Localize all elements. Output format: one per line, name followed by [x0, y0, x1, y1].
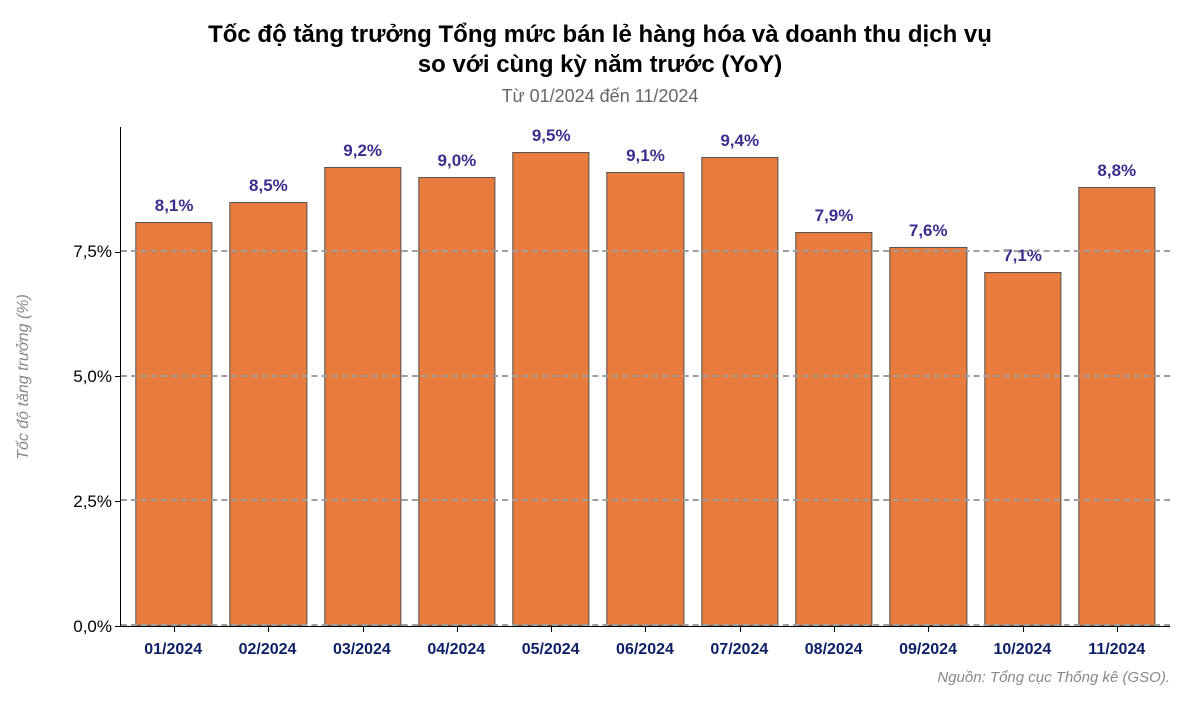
y-tick-label: 7,5% — [73, 242, 112, 262]
title-line-1: Tốc độ tăng trưởng Tổng mức bán lẻ hàng … — [208, 21, 992, 48]
bar-value-label: 8,5% — [249, 176, 288, 196]
x-tick-mark — [363, 626, 364, 632]
bar — [890, 247, 967, 626]
x-tick-mark — [174, 626, 175, 632]
bar-value-label: 7,1% — [1003, 246, 1042, 266]
gridline — [121, 624, 1170, 626]
y-tick-label: 2,5% — [73, 492, 112, 512]
x-tick-label: 03/2024 — [315, 641, 409, 659]
x-tick-label: 01/2024 — [126, 641, 220, 659]
y-tick-label: 0,0% — [73, 617, 112, 637]
x-axis-row: 01/202402/202403/202404/202405/202406/20… — [120, 641, 1170, 659]
x-tick-label: 11/2024 — [1070, 641, 1164, 659]
x-tick-mark — [1117, 626, 1118, 632]
x-tick-label: 05/2024 — [503, 641, 597, 659]
x-tick-label: 04/2024 — [409, 641, 503, 659]
source-note: Nguồn: Tổng cục Thống kê (GSO). — [30, 669, 1170, 686]
bar-slot: 7,6% — [881, 127, 975, 626]
bars-row: 8,1% 8,5% 9,2% 9,0% 9,5% 9,1% 9,4% 7,9% 7,6% 7,1%… — [121, 127, 1170, 626]
x-tick-mark — [268, 626, 269, 632]
x-tick-label: 07/2024 — [692, 641, 786, 659]
gridline — [121, 499, 1170, 501]
bar-slot: 8,5% — [221, 127, 315, 626]
bar-slot: 9,1% — [598, 127, 692, 626]
bar — [795, 232, 872, 626]
x-tick-mark — [645, 626, 646, 632]
bar-value-label: 9,0% — [438, 151, 477, 171]
ylabel-column: Tốc độ tăng trưởng (%) — [30, 127, 64, 627]
bar-value-label: 9,2% — [343, 141, 382, 161]
bar-value-label: 8,1% — [155, 196, 194, 216]
bar-slot: 8,1% — [127, 127, 221, 626]
x-tick-label: 02/2024 — [220, 641, 314, 659]
plot-area: 8,1% 8,5% 9,2% 9,0% 9,5% 9,1% 9,4% 7,9% 7,6% 7,1%… — [120, 127, 1170, 627]
bar-slot: 9,5% — [504, 127, 598, 626]
x-tick-mark — [834, 626, 835, 632]
x-tick-mark — [457, 626, 458, 632]
bar — [701, 157, 778, 626]
y-tick-mark — [115, 501, 121, 502]
bar — [984, 272, 1061, 626]
bar-value-label: 9,5% — [532, 126, 571, 146]
x-tick-label: 10/2024 — [975, 641, 1069, 659]
bar-value-label: 9,1% — [626, 146, 665, 166]
plot-area-wrap: Tốc độ tăng trưởng (%) 0,0%2,5%5,0%7,5% … — [30, 127, 1170, 627]
y-axis-label: Tốc độ tăng trưởng (%) — [15, 294, 33, 460]
chart-container: Tốc độ tăng trưởng Tổng mức bán lẻ hàng … — [0, 0, 1200, 720]
y-tick-label: 5,0% — [73, 367, 112, 387]
gridline — [121, 250, 1170, 252]
bar-slot: 8,8% — [1070, 127, 1164, 626]
bar — [230, 202, 307, 626]
y-tick-mark — [115, 376, 121, 377]
bar-slot: 7,9% — [787, 127, 881, 626]
x-tick-label: 09/2024 — [881, 641, 975, 659]
bar — [607, 172, 684, 626]
bar-slot: 9,0% — [410, 127, 504, 626]
chart-title: Tốc độ tăng trưởng Tổng mức bán lẻ hàng … — [30, 20, 1170, 80]
y-tick-mark — [115, 626, 121, 627]
bar-slot: 7,1% — [975, 127, 1069, 626]
bar — [324, 167, 401, 626]
bar-value-label: 8,8% — [1097, 161, 1136, 181]
y-tick-mark — [115, 252, 121, 253]
chart-subtitle: Từ 01/2024 đến 11/2024 — [30, 86, 1170, 107]
x-tick-label: 06/2024 — [598, 641, 692, 659]
gridline — [121, 375, 1170, 377]
bar — [1078, 187, 1155, 626]
bar-slot: 9,2% — [316, 127, 410, 626]
x-tick-label: 08/2024 — [787, 641, 881, 659]
x-tick-mark — [928, 626, 929, 632]
bar — [418, 177, 495, 626]
y-ticks-column: 0,0%2,5%5,0%7,5% — [64, 127, 120, 627]
bar-slot: 9,4% — [693, 127, 787, 626]
x-tick-mark — [740, 626, 741, 632]
bar-value-label: 7,6% — [909, 221, 948, 241]
x-tick-mark — [551, 626, 552, 632]
bar-value-label: 9,4% — [720, 131, 759, 151]
x-tick-mark — [1023, 626, 1024, 632]
title-block: Tốc độ tăng trưởng Tổng mức bán lẻ hàng … — [30, 20, 1170, 107]
bar — [513, 152, 590, 626]
bar — [135, 222, 212, 626]
bar-value-label: 7,9% — [815, 206, 854, 226]
title-line-2: so với cùng kỳ năm trước (YoY) — [418, 51, 782, 78]
